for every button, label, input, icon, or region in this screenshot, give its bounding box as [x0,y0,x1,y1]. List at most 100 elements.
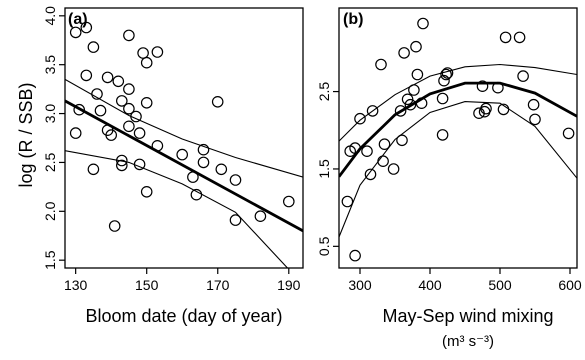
panel-b-y-tick-label-2: 2.5 [316,82,332,102]
panel-b-y-tick-label-1: 1.5 [316,159,332,179]
panel-a-y-tick-label-0: 1.5 [42,250,58,270]
panel-a-point-29 [151,140,164,152]
panel-a-point-27 [140,186,153,198]
panel-a-point-25 [140,56,153,69]
panel-a-point-22 [133,127,146,139]
panel-b-point-13 [396,134,408,147]
panel-b-ci-lower-line [339,101,577,238]
panel-a-x-ticks: 130 150 170 190 [64,268,301,293]
panel-b-point-19 [411,68,424,81]
panel-b-point-9 [377,155,389,167]
panel-b-point-15 [401,93,414,106]
panel-a-x-tick-label-3: 190 [277,277,301,293]
panel-b-frame [338,7,578,269]
panel-a-point-6 [91,88,103,100]
panel-a-point-23 [133,158,146,171]
panel-a-x-axis-title: Bloom date (day of year) [85,306,282,326]
panel-b-x-tick-label-0: 300 [348,277,372,293]
panel-b-x-tick-label-3: 600 [558,277,582,293]
panel-a-point-32 [190,188,203,201]
panel-b-point-21 [417,17,429,30]
panel-a-point-15 [116,154,128,167]
panel-a-point-30 [176,148,188,161]
panel-a-point-33 [197,143,210,156]
panel-b-point-4 [354,112,366,125]
panel-a-point-13 [112,75,125,88]
panel-b-point-11 [387,163,400,175]
panel-b-points [341,17,575,262]
panel-b-point-36 [527,98,540,111]
panel-b-confidence-band [339,63,577,238]
panel-a-point-18 [123,83,135,95]
panel-a-y-tick-label-2: 2.5 [42,152,58,172]
panel-a-ci-upper-line [65,78,303,178]
panel-b-point-3 [349,249,361,262]
panel-a-point-38 [229,214,242,226]
panel-a-point-0 [69,26,82,39]
panel-b-point-24 [438,74,450,87]
panel-b-y-ticks: 0.5 1.5 2.5 [316,82,339,256]
panel-a-y-tick-label-5: 4.0 [42,6,58,26]
panel-a-point-7 [87,163,100,176]
panel-b-point-16 [404,98,417,111]
panel-b-point-17 [408,84,420,96]
panel-a-point-21 [130,110,142,123]
panel-a-point-4 [80,69,93,82]
panel-a-y-tick-label-1: 2.0 [42,201,58,221]
panel-a-point-34 [197,156,210,169]
panel-a-point-9 [101,71,114,84]
panel-b-point-2 [349,142,361,154]
panel-a-y-tick-label-4: 3.5 [42,55,58,75]
panel-b-point-28 [476,80,489,92]
panel-a-point-8 [94,104,107,117]
panel-b-point-5 [361,145,373,157]
panel-b-point-38 [562,127,575,140]
panel-b-point-6 [364,168,377,181]
panel-b-y-tick-label-0: 0.5 [316,236,332,256]
panel-a-point-24 [137,47,149,59]
panel-b-point-23 [436,129,449,141]
panel-b-point-0 [341,195,354,208]
panel-b-point-8 [375,58,387,71]
panel-b-ci-upper-line [339,63,577,142]
panel-b-point-26 [441,67,454,79]
panel-b-point-12 [394,105,407,117]
panel-b-point-30 [480,102,492,115]
panel-a-point-1 [69,127,82,139]
panel-a-point-31 [187,171,199,183]
panel-b-point-35 [517,70,529,82]
panel-b-fit [339,81,577,178]
panel-a-point-14 [116,95,128,107]
panel-a-point-36 [215,163,228,176]
panel-b-point-34 [513,31,526,44]
panel-b-label: (b) [343,11,363,28]
panel-a-point-17 [123,29,135,42]
panel-b-point-18 [410,40,422,53]
panel-a-point-12 [108,220,121,232]
panel-b-fit-line [339,81,577,178]
panel-a-point-16 [116,159,128,172]
panel-b-point-25 [440,68,452,81]
panel-b-x-tick-label-1: 400 [418,277,442,293]
panel-a-fit [65,99,303,233]
y-axis-title: log (R / SSB) [16,82,36,187]
panel-a-confidence-band [65,78,303,268]
panel-b-x-axis-units: (m³ s⁻³) [442,333,494,350]
panel-a-label: (a) [68,11,88,28]
panel-a-point-11 [105,129,117,141]
panel-a-point-28 [151,46,164,58]
panel-b: 300 400 500 600 0.5 1.5 2.5 (b) May-Sep wind … [316,7,582,350]
panel-b-point-33 [499,31,512,44]
panel-b-x-ticks: 300 400 500 600 [348,268,582,293]
panel-b-point-37 [529,113,541,126]
panel-a-y-ticks: 1.5 2.0 2.5 3.0 3.5 4.0 [42,6,65,270]
panel-a-point-3 [80,21,93,34]
panel-b-point-14 [398,47,410,59]
panel-a-ci-lower-line [65,150,289,268]
panel-a-points [69,21,295,232]
panel-a-frame [64,7,304,269]
panel-b-point-20 [415,97,428,109]
panel-a: 130 150 170 190 1.5 2.0 2.5 3.0 3.5 4.0 (a) Bloo… [42,6,304,326]
panel-a-x-tick-label-2: 170 [206,277,230,293]
